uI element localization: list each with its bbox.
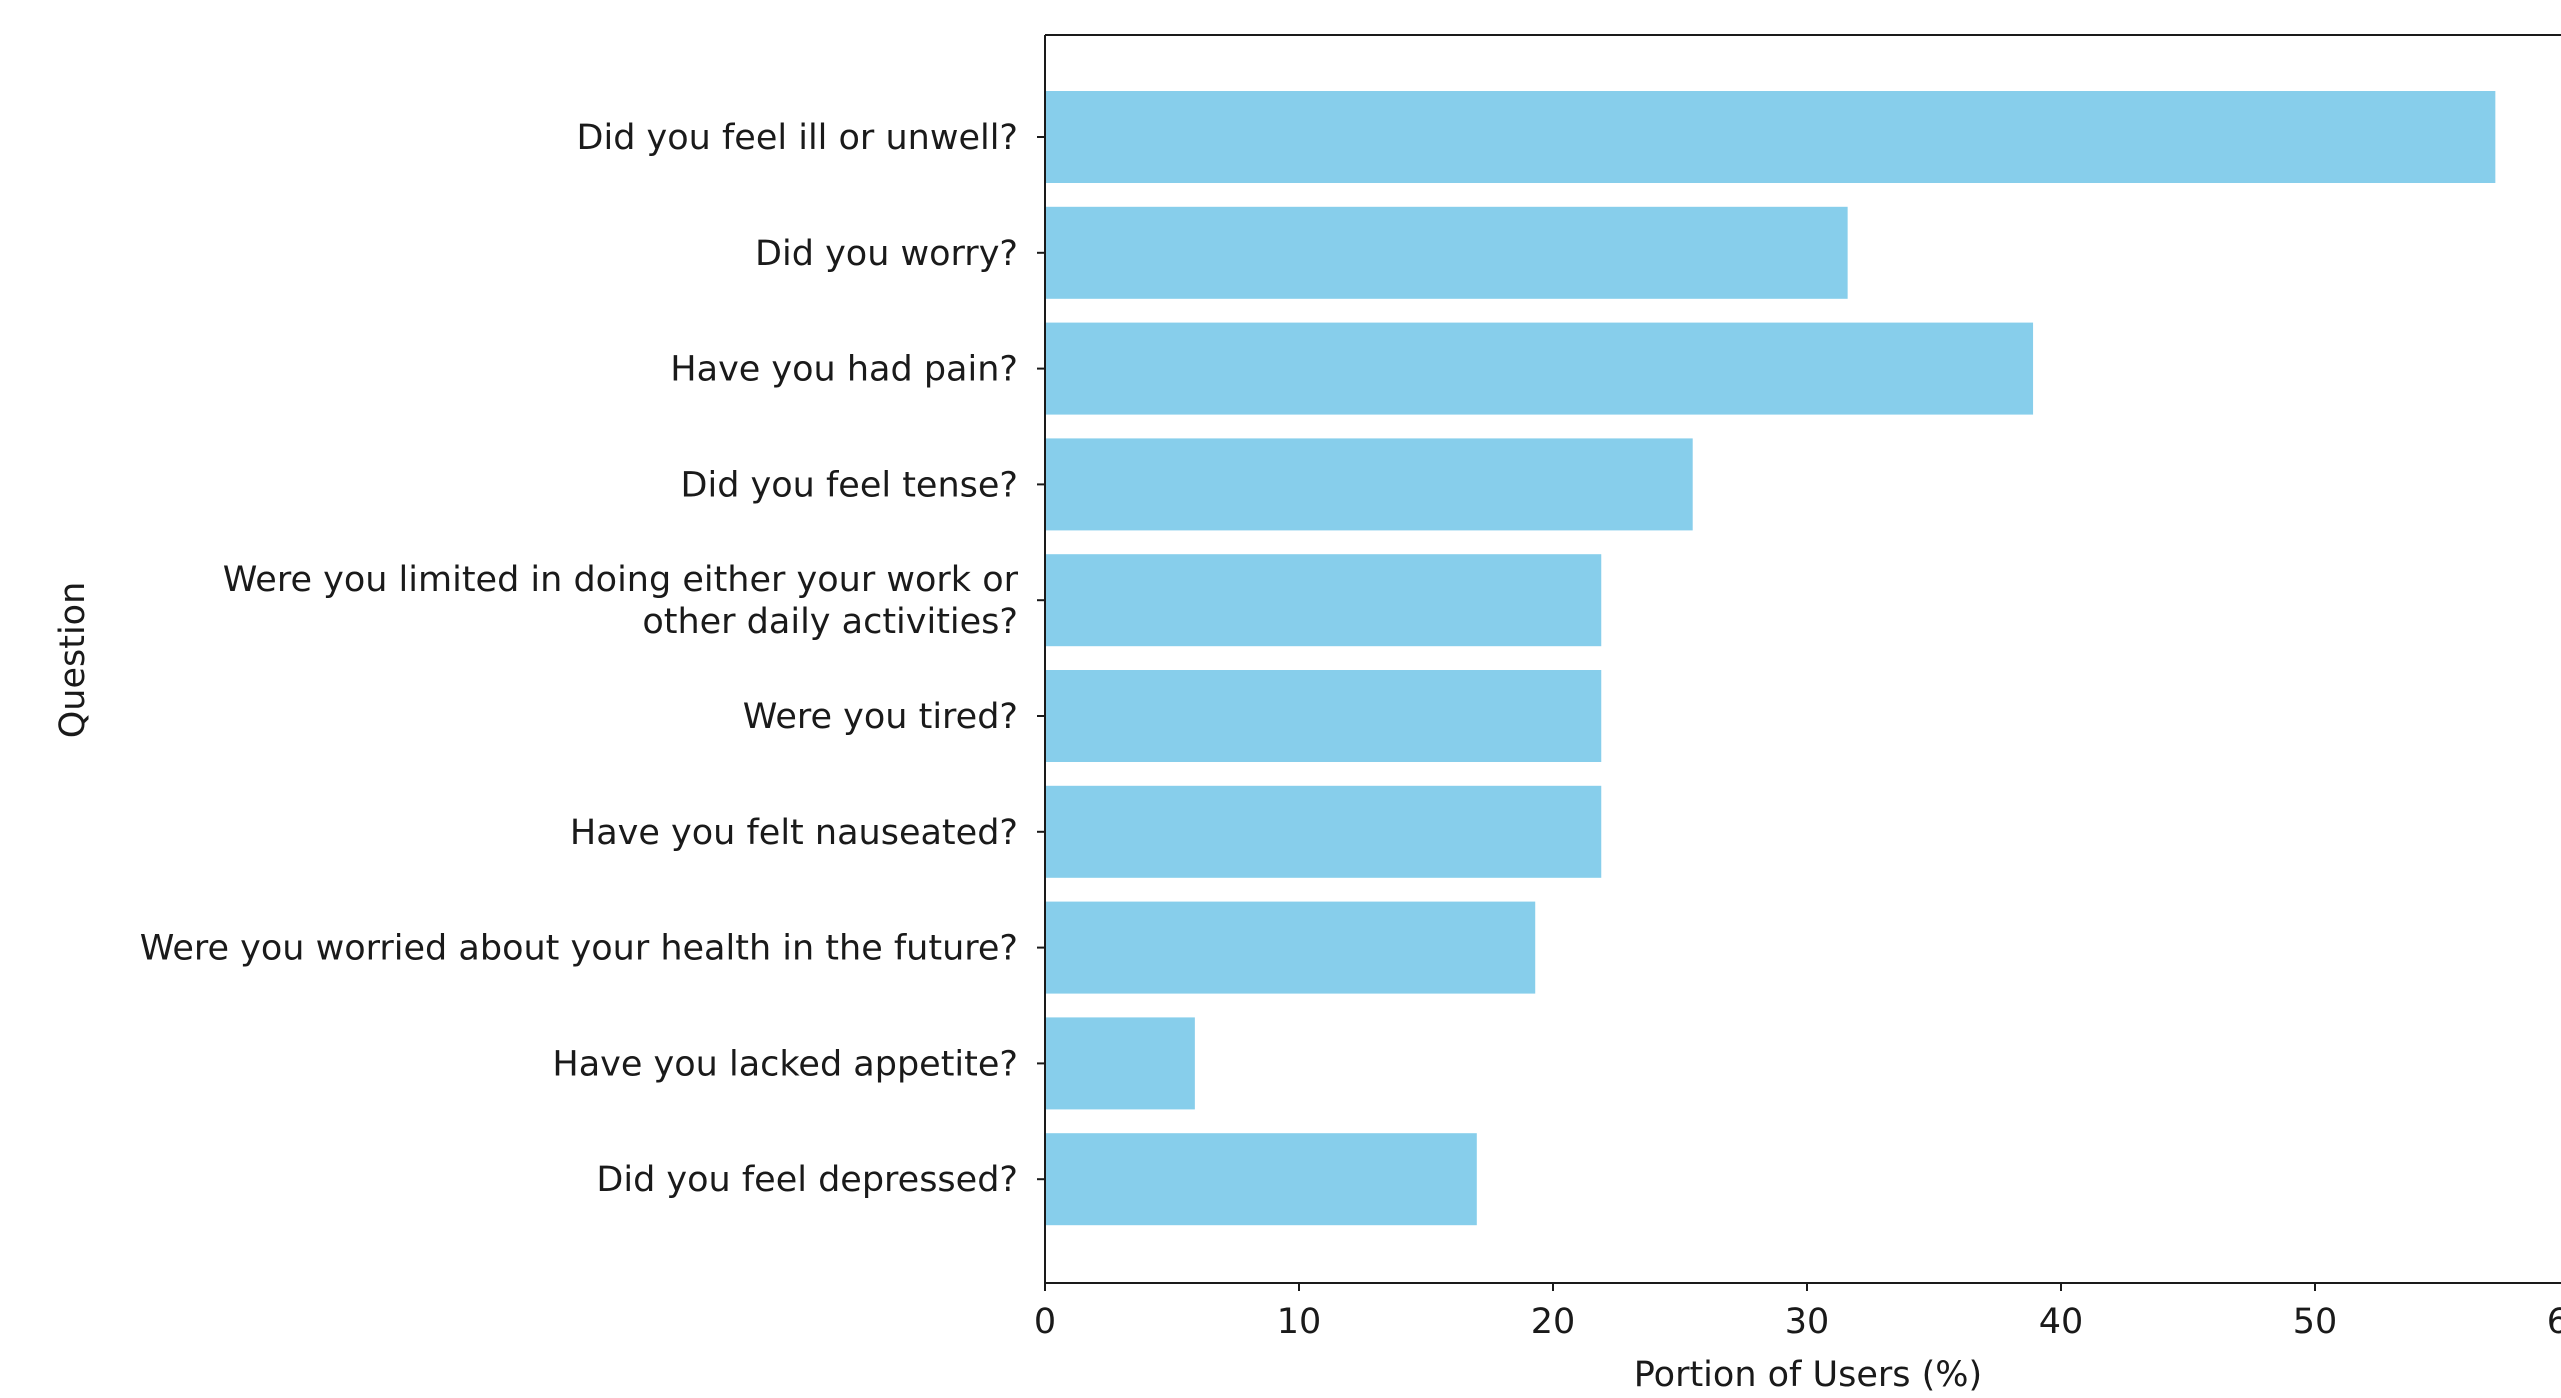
bar bbox=[1045, 554, 1602, 647]
bar bbox=[1045, 206, 1848, 299]
y-tick-label: Were you limited in doing either your wo… bbox=[223, 560, 1019, 642]
x-tick-label: 10 bbox=[1277, 1302, 1322, 1342]
bar bbox=[1045, 1133, 1477, 1226]
bar bbox=[1045, 1017, 1195, 1110]
bar bbox=[1045, 438, 1693, 531]
x-axis-title: Portion of Users (%) bbox=[1634, 1355, 1982, 1393]
x-tick-label: 30 bbox=[1785, 1302, 1830, 1342]
x-tick-label: 20 bbox=[1531, 1302, 1576, 1342]
x-tick-label: 0 bbox=[1034, 1302, 1056, 1342]
y-tick-label: Were you tired? bbox=[743, 697, 1018, 737]
x-tick-label: 50 bbox=[2293, 1302, 2338, 1342]
y-tick-label: Were you worried about your health in th… bbox=[140, 929, 1018, 969]
bar bbox=[1045, 91, 2496, 183]
y-tick-label: Did you feel depressed? bbox=[596, 1160, 1018, 1200]
y-tick-label: Did you feel ill or unwell? bbox=[577, 118, 1018, 158]
y-tick-label: Have you had pain? bbox=[670, 350, 1018, 390]
bar bbox=[1045, 901, 1536, 994]
bar bbox=[1045, 785, 1602, 878]
bar bbox=[1045, 670, 1602, 762]
x-tick-label: 60 bbox=[2547, 1302, 2561, 1342]
y-tick-label: Did you feel tense? bbox=[681, 465, 1018, 505]
y-tick-label: Did you worry? bbox=[755, 234, 1018, 274]
x-tick-label: 40 bbox=[2039, 1302, 2084, 1342]
y-tick-label: Have you felt nauseated? bbox=[570, 813, 1018, 853]
y-tick-label: Have you lacked appetite? bbox=[552, 1044, 1018, 1084]
bar bbox=[1045, 322, 2034, 415]
y-axis-title: Question bbox=[53, 582, 93, 739]
